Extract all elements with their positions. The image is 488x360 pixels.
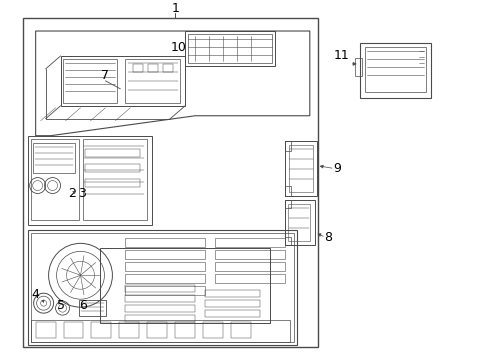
Bar: [125, 295, 195, 302]
Bar: [215, 238, 285, 247]
Bar: [119, 322, 139, 338]
Text: 10: 10: [170, 41, 186, 54]
Bar: [36, 322, 56, 338]
Bar: [133, 64, 143, 72]
Bar: [125, 286, 204, 295]
Bar: [100, 248, 269, 323]
Bar: [125, 315, 195, 322]
Text: 4: 4: [32, 288, 40, 301]
Bar: [175, 322, 195, 338]
Bar: [147, 322, 167, 338]
Bar: [287, 204, 309, 241]
Bar: [31, 233, 293, 342]
Bar: [285, 201, 314, 246]
Bar: [125, 274, 204, 283]
Bar: [204, 310, 260, 317]
Bar: [215, 262, 285, 271]
Bar: [148, 64, 158, 72]
Bar: [63, 322, 83, 338]
Bar: [22, 18, 317, 347]
Bar: [285, 141, 316, 195]
Bar: [125, 262, 204, 271]
Text: 2: 2: [68, 187, 76, 200]
Text: 8: 8: [323, 231, 331, 244]
Bar: [204, 290, 260, 297]
Bar: [79, 300, 106, 316]
Bar: [364, 47, 426, 92]
Bar: [82, 139, 147, 220]
Bar: [215, 274, 285, 283]
Bar: [285, 185, 290, 195]
Text: 5: 5: [57, 299, 64, 312]
Bar: [204, 300, 260, 307]
Bar: [33, 143, 74, 172]
Bar: [91, 322, 111, 338]
Bar: [62, 59, 117, 103]
Bar: [288, 145, 312, 192]
Text: 6: 6: [80, 299, 87, 312]
Bar: [215, 250, 285, 259]
Bar: [203, 322, 223, 338]
Bar: [125, 238, 204, 247]
Bar: [28, 136, 152, 225]
Bar: [28, 230, 296, 345]
Bar: [125, 285, 195, 292]
Bar: [354, 58, 361, 76]
Bar: [85, 149, 140, 157]
Bar: [359, 43, 430, 98]
Bar: [125, 305, 195, 312]
Text: 11: 11: [333, 49, 349, 62]
Text: 9: 9: [332, 162, 340, 175]
Bar: [163, 64, 173, 72]
Bar: [31, 139, 79, 220]
Bar: [185, 31, 274, 66]
Text: 3: 3: [79, 187, 86, 200]
Bar: [85, 163, 140, 172]
Bar: [125, 59, 180, 103]
Text: 7: 7: [101, 69, 109, 82]
Bar: [85, 179, 140, 186]
Bar: [125, 250, 204, 259]
Bar: [31, 320, 289, 342]
Bar: [230, 322, 250, 338]
Bar: [285, 141, 290, 150]
Bar: [188, 34, 271, 63]
Bar: [285, 237, 290, 246]
Bar: [285, 201, 290, 208]
Text: 1: 1: [171, 1, 179, 15]
